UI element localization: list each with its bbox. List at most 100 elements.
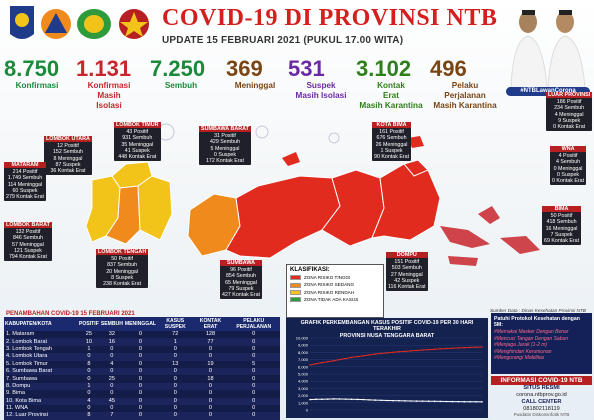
chart-svg: 10,000 9,000 8,000 7,000 6,000 5,000 4,000 3,00… <box>296 336 483 413</box>
data-point <box>463 400 466 403</box>
data-point <box>332 398 335 400</box>
region-sembuh: 854 Sembuh <box>225 273 257 280</box>
data-point <box>326 398 329 400</box>
stat-value: 7.250 <box>150 56 206 81</box>
region-sembuh: 503 Sembuh <box>391 265 422 272</box>
region-kontak-erat: 69 Kontak Erat <box>544 238 580 245</box>
info-header: INFORMASI COVID-19 NTB <box>491 376 592 385</box>
stat-kontak-erat: 3.102 Kontak Erat Masih Karantina <box>356 57 426 115</box>
data-point <box>321 361 323 364</box>
site-link[interactable]: corona.ntbprov.go.id <box>516 392 567 398</box>
region-kontak-erat: 794 Kontak Erat <box>8 254 47 261</box>
region-sembuh: 418 Sembuh <box>546 219 577 226</box>
stat-value: 531 <box>288 56 325 81</box>
data-point <box>368 399 371 401</box>
table-cell: 0 <box>193 390 228 398</box>
table-cell: 7 <box>99 412 124 420</box>
region-kontak-erat: 448 Kontak Erat <box>118 154 157 161</box>
table-cell: 19 <box>193 360 228 368</box>
region-meninggal: 57 Meninggal <box>12 241 44 248</box>
region-suspek: 121 Suspek <box>13 247 42 254</box>
protocol-item: #Menjaga Jarak (1-2 m) <box>494 342 548 349</box>
table-cell: 0 <box>123 345 158 354</box>
table-row: 11. WNA 0 0 0 0 0 0 <box>4 404 280 413</box>
data-point <box>380 399 382 402</box>
table-cell: 77 <box>193 338 228 346</box>
table-cell: 0 <box>99 404 124 413</box>
data-point <box>469 346 471 349</box>
table-cell: 1 <box>78 345 100 354</box>
data-point <box>481 401 483 403</box>
data-point <box>315 398 317 401</box>
kota-bima-shape <box>403 159 429 177</box>
series-line-0 <box>309 346 483 366</box>
protocol-item: #Mencuci Tangan Dengan Sabun <box>494 335 569 342</box>
y-tick-label: 0 <box>306 408 309 413</box>
call-center-number[interactable]: 081802118119 <box>523 405 560 412</box>
data-point <box>398 351 400 353</box>
table-cell: 0 <box>99 353 124 361</box>
daily-additions-table: KABUPATEN/KOTA POSITIF SEMBUH MENINGGAL … <box>4 317 280 420</box>
region-meninggal: 4 Meninggal <box>554 111 584 118</box>
map-shapes <box>85 123 540 276</box>
header-sembuh: SEMBUH <box>99 317 124 331</box>
table-cell: 0 <box>99 367 124 376</box>
table-cell: 6. Sumbawa Barat <box>4 367 78 376</box>
data-point <box>356 355 359 358</box>
data-point <box>374 399 377 401</box>
region-kontak-erat: 0 Kontak Erat <box>553 124 586 131</box>
table-cell: 0 <box>123 404 158 413</box>
site-label: SITUS RESMI <box>523 385 560 391</box>
legend-swatch <box>290 297 301 303</box>
summary-stats: 8.750 Konfirmasi 1.131 Konfirmasi Masih … <box>4 57 500 115</box>
region-kota-bima: KOTA BIMA 161 Positif 676 Sembuh 26 Meni… <box>372 122 412 162</box>
legend-label: ZONA RISIKO RENDAH <box>304 289 355 295</box>
protocol-item: #Mengurangi Mobilitas <box>494 355 545 362</box>
legend-item: ZONA RISIKO RENDAH <box>290 289 380 296</box>
y-tick-label: 5,000 <box>298 372 309 377</box>
table-cell: 0 <box>123 397 158 405</box>
table-cell: 0 <box>157 404 194 413</box>
region-dompu: DOMPU 151 Positif 503 Sembuh 27 Meningga… <box>386 252 428 292</box>
table-cell: 1 <box>78 382 100 391</box>
series-line-1 <box>309 398 483 403</box>
region-meninggal: 27 Meninggal <box>390 271 423 278</box>
data-point <box>392 351 394 354</box>
table-header-row: KABUPATEN/KOTA POSITIF SEMBUH MENINGGAL … <box>4 317 280 331</box>
region-lombok-utara: LOMBOK UTARA 12 Positif 152 Sembuh 8 Men… <box>44 136 92 176</box>
table-cell: 0 <box>123 367 158 376</box>
table-cell: 0 <box>193 367 228 376</box>
region-sembuh: 931 Sembuh <box>122 135 153 142</box>
data-point <box>421 400 424 402</box>
stat-value: 8.750 <box>4 56 60 81</box>
region-name: LOMBOK BARAT <box>4 222 52 229</box>
header-meninggal: MENINGGAL <box>123 317 158 331</box>
region-name: SUMBAWA BARAT <box>199 126 251 133</box>
stat-konfirmasi: 8.750 Konfirmasi <box>4 57 70 115</box>
region-sembuh: 1.749 Sembuh <box>7 175 43 182</box>
data-point <box>362 354 365 357</box>
y-tick-label: 8,000 <box>298 350 309 355</box>
region-positif: 50 Positif <box>111 256 133 263</box>
table-cell: 0 <box>123 331 158 339</box>
y-tick-label: 7,000 <box>298 357 309 362</box>
table-cell: 0 <box>227 382 280 391</box>
y-tick-label: 4,000 <box>298 379 309 384</box>
data-point <box>404 350 406 353</box>
region-positif: 186 Positif <box>556 99 582 106</box>
region-meninggal: 16 Meninggal <box>545 225 578 232</box>
region-positif: 151 Positif <box>394 259 420 266</box>
table-cell: 4 <box>99 360 124 368</box>
table-cell: 0 <box>157 353 194 361</box>
region-meninggal: 65 Meninggal <box>225 279 257 286</box>
data-point <box>451 347 454 350</box>
region-meninggal: 26 Meninggal <box>375 141 408 148</box>
table-cell: 0 <box>227 353 280 361</box>
region-lombok-barat: LOMBOK BARAT 132 Positif 846 Sembuh 57 M… <box>4 222 52 262</box>
table-row: 9. Bima 0 0 0 0 0 0 <box>4 390 280 398</box>
data-point <box>451 400 454 403</box>
table-cell: 0 <box>157 390 194 398</box>
data-point <box>309 364 311 366</box>
data-point <box>398 399 400 402</box>
table-cell: 0 <box>193 345 228 354</box>
